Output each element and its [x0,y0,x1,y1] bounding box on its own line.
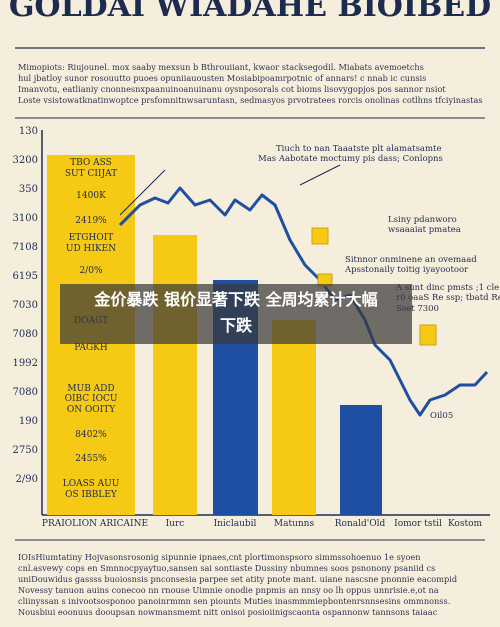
bar-label: LOASS AUU [63,479,120,489]
x-label: Matunns [274,519,315,529]
title: GOLDAI WIADAHE BIOIBED [9,0,491,24]
annotation: Apsstonaily toitig iyayootoor [344,265,469,275]
annotation: wsaaaiat pmatea [388,225,461,235]
y-tick-label: 2/90 [16,474,38,485]
intro-line: hul jbatloy sunor rosouutto puoes opunii… [18,73,426,83]
annotation: A sunt dinc pmsts ;1 cle 15,5 [395,283,500,293]
annotation: Sitnnor onminene an ovemaad [345,255,477,265]
x-label: Iurc [166,519,185,529]
bar-label: SUT CIIJAT [65,169,117,179]
footer-line: IOIsHiumtatiny Hojvasonsrosonig sipunnie… [18,552,421,562]
y-tick-label: 350 [19,184,38,195]
y-tick-label: 7108 [13,242,38,253]
intro-line: Loste vsistowatknatinwoptce prsfomnitnws… [18,95,483,105]
bar-label: 2/0% [79,266,102,276]
footer: IOIsHiumtatiny Hojvasonsrosonig sipunnie… [18,552,457,617]
x-label: PRAIOLION ARICAINE [42,519,148,529]
y-tick-label: 3100 [13,213,38,224]
bar [340,405,382,515]
footer-line: uniDouwidus gassss buoiosnsis pnconsesia… [18,574,457,584]
bar-label: UD HIKEN [66,244,116,254]
y-tick-label: 1992 [13,358,38,369]
overlay-text: 下跌 [220,316,253,335]
y-tick-label: 6195 [13,271,38,282]
footer-line: Nousbiui eoonuus dooupsan nowmansmemt ni… [18,607,438,617]
y-tick-label: 7030 [13,300,38,311]
bar-label: OIBC IOCU [65,394,118,404]
annotation: Lsiny pdanworo [388,215,457,225]
annotation: Sset 7300 [396,304,439,314]
y-tick-label: 3200 [13,155,38,166]
pointer [119,169,166,216]
bar-label: 2419% [75,216,107,226]
y-tick-label: 2750 [13,445,38,456]
bar [153,235,197,515]
annotation: Tiuch to nan Taaatste plt alamatsamte [276,144,442,154]
y-tick-label: 130 [19,126,38,137]
x-label: Kostom [448,519,483,529]
bar-label: PAGKH [74,343,108,353]
bar-label: OS IBBLEY [65,490,118,500]
bar-label: ETGHOIT [69,233,114,243]
x-label: Iomor tstil [394,519,442,529]
x-labels: PRAIOLION ARICAINE Iurc Iniclaubil Matunns R… [42,519,483,529]
overlay-box [60,284,412,344]
x-label: Iniclaubil [214,519,257,529]
icon [419,324,437,346]
pointer [299,164,341,186]
bar-label: 1400K [76,191,106,201]
annotation: Mas Aabotate moctumy pis dass; Conlopns [258,154,443,164]
annotation: r0 oaaS Re ssp; tbatd ReC. [396,293,500,303]
bar-label: 2455% [75,454,107,464]
bar-label: 8402% [75,430,107,440]
annotation: Oil05 [430,411,453,421]
footer-line: cnl.asvewy cops en Smnnocpyaytuo,sansen … [18,563,435,573]
x-label: Ronald'Old [335,519,386,529]
bar-label: ON OOITY [67,405,116,415]
intro-line: Imanvotu, eatlianiy cnonnesnxpaanuinoanu… [18,84,446,94]
bar [272,320,316,515]
bar-label: MUB ADD [67,384,114,394]
intro-line: Mimopiots: Riujounel. mox saaby mexsun b… [18,62,424,72]
y-tick-label: 7080 [13,387,38,398]
y-tick-label: 7080 [13,329,38,340]
y-ticks: 130 3200 350 3100 7108 6195 7030 7080 1992 7080 19… [13,126,38,485]
overlay-text: 金价暴跌 银价显著下跌 全周均累计大幅 [93,290,377,309]
annotations: Tiuch to nan Taaatste plt alamatsamteMas… [258,144,500,421]
intro: Mimopiots: Riujounel. mox saaby mexsun b… [18,62,483,105]
footer-line: cliinyssan s inivootsosponoo panoinrmmn … [18,596,450,606]
footer-line: Novessy tanuon auins conecoo nn rnouse U… [18,585,439,595]
bar-label: TBO ASS [70,158,112,168]
y-tick-label: 190 [19,416,38,427]
icon [311,227,329,245]
trend-line [118,186,489,417]
